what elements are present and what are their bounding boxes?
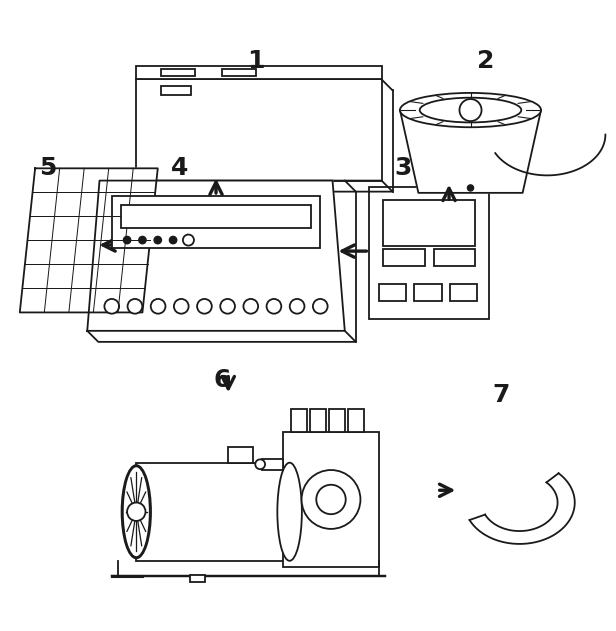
Bar [222, 69, 256, 76]
Circle shape [468, 185, 474, 191]
Circle shape [243, 299, 258, 314]
Circle shape [139, 237, 146, 244]
Bar [121, 205, 311, 228]
Circle shape [183, 235, 194, 245]
Ellipse shape [121, 465, 151, 558]
Bar [329, 409, 345, 432]
Circle shape [128, 299, 142, 314]
Bar [190, 575, 205, 582]
Circle shape [151, 299, 166, 314]
Bar [161, 69, 195, 76]
Bar [136, 66, 381, 80]
Text: 5: 5 [39, 156, 56, 180]
Bar [434, 249, 476, 266]
Circle shape [267, 299, 282, 314]
Bar [283, 432, 378, 567]
Bar [378, 284, 406, 302]
Bar [262, 459, 283, 470]
Circle shape [316, 485, 346, 514]
Circle shape [302, 470, 360, 529]
Text: 7: 7 [492, 383, 510, 407]
Circle shape [154, 237, 161, 244]
Ellipse shape [277, 463, 302, 561]
Bar [310, 409, 326, 432]
Text: 4: 4 [171, 156, 188, 180]
Circle shape [290, 299, 304, 314]
Polygon shape [400, 110, 541, 193]
Circle shape [123, 237, 131, 244]
Bar [383, 200, 476, 246]
Ellipse shape [123, 466, 150, 557]
Circle shape [104, 299, 119, 314]
Bar [136, 463, 290, 561]
Circle shape [174, 299, 188, 314]
Circle shape [255, 459, 265, 469]
Circle shape [127, 502, 145, 521]
Bar [450, 284, 477, 302]
Circle shape [313, 299, 328, 314]
Text: 3: 3 [394, 156, 411, 180]
Text: 2: 2 [477, 49, 495, 73]
Polygon shape [87, 180, 345, 331]
Bar [414, 284, 442, 302]
Circle shape [460, 99, 482, 121]
Bar [136, 80, 381, 180]
Circle shape [197, 299, 212, 314]
Circle shape [169, 237, 177, 244]
Bar [161, 86, 192, 95]
Circle shape [221, 299, 235, 314]
Polygon shape [20, 168, 158, 312]
Bar [111, 196, 320, 248]
Text: 1: 1 [247, 49, 265, 73]
Bar [348, 409, 365, 432]
Bar [291, 409, 307, 432]
Bar [370, 187, 489, 319]
Ellipse shape [419, 98, 521, 122]
Bar [383, 249, 424, 266]
Text: 6: 6 [214, 368, 231, 392]
Ellipse shape [400, 93, 541, 127]
Bar [229, 447, 253, 463]
